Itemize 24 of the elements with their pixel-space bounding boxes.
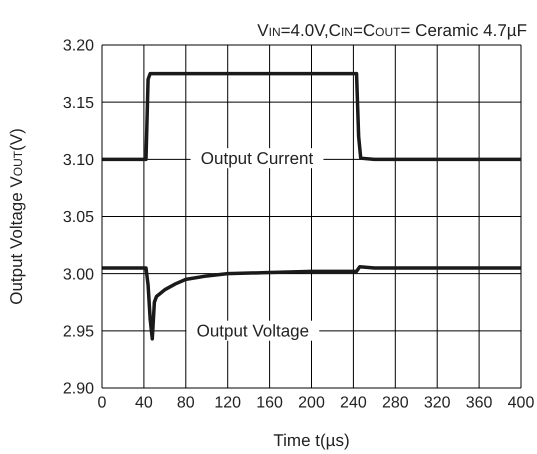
y-axis-title: Output Voltage VOUT(V)	[7, 128, 26, 305]
y-tick-label: 2.90	[62, 380, 94, 398]
x-tick-label: 400	[508, 394, 534, 412]
y-tick-label: 3.15	[62, 94, 94, 112]
x-tick-label: 40	[135, 394, 153, 412]
x-tick-label: 360	[466, 394, 493, 412]
annotation: Output Current	[200, 149, 314, 168]
chart-title: VIN=4.0V,CIN=COUT= Ceramic 4.7µF	[257, 21, 527, 40]
line-series	[102, 265, 521, 341]
y-tick-label: 2.95	[62, 324, 94, 341]
x-axis-title: Time t(µs)	[273, 431, 350, 450]
y-tick-label: 3.00	[62, 266, 94, 284]
x-tick-label: 200	[298, 394, 325, 412]
y-tick-label: 3.10	[62, 152, 94, 170]
annotation: Output Voltage	[196, 322, 310, 341]
x-tick-label: 80	[176, 394, 195, 412]
x-tick-label: 280	[382, 394, 409, 412]
x-tick-label: 160	[256, 394, 284, 412]
y-tick-label: 3.20	[62, 38, 94, 55]
x-tick-label: 320	[424, 394, 451, 412]
x-tick-label: 0	[98, 394, 107, 412]
x-tick-label: 120	[214, 394, 242, 412]
x-tick-label: 240	[340, 394, 367, 412]
y-tick-label: 3.05	[62, 209, 94, 226]
